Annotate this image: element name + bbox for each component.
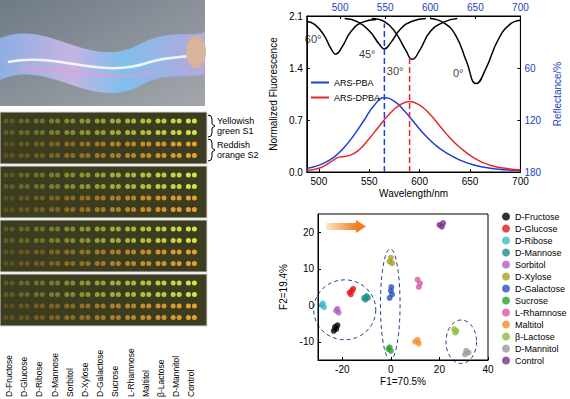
svg-text:Control: Control xyxy=(515,356,544,366)
svg-text:650: 650 xyxy=(467,2,484,13)
svg-text:Normalized Fluorescence: Normalized Fluorescence xyxy=(268,37,279,151)
svg-text:Reflectance/%: Reflectance/% xyxy=(552,62,563,127)
svg-text:650: 650 xyxy=(462,176,479,187)
svg-text:L-Rhamnose: L-Rhamnose xyxy=(515,308,567,318)
svg-text:550: 550 xyxy=(361,176,378,187)
svg-text:120: 120 xyxy=(524,115,541,126)
svg-text:180: 180 xyxy=(524,166,542,178)
svg-text:1.4: 1.4 xyxy=(289,63,303,74)
svg-text:D-Fructose: D-Fructose xyxy=(4,355,14,397)
svg-text:0°: 0° xyxy=(453,67,464,79)
svg-text:2.1: 2.1 xyxy=(289,11,303,22)
svg-text:D-Glucose: D-Glucose xyxy=(515,224,558,234)
svg-text:-20: -20 xyxy=(335,364,350,375)
svg-text:0.0: 0.0 xyxy=(289,167,303,178)
svg-text:60: 60 xyxy=(524,63,536,74)
svg-text:60°: 60° xyxy=(305,33,322,45)
svg-text:β-Lactose: β-Lactose xyxy=(515,332,555,342)
svg-text:D-Mannitol: D-Mannitol xyxy=(171,356,181,397)
svg-text:D-Mannose: D-Mannose xyxy=(515,248,562,258)
svg-text:F1=70.5%: F1=70.5% xyxy=(380,376,426,387)
svg-text:β-Lactose: β-Lactose xyxy=(156,359,166,397)
svg-text:Sorbitol: Sorbitol xyxy=(515,260,546,270)
svg-text:D-Galactose: D-Galactose xyxy=(95,349,105,397)
svg-text:Wavelength/nm: Wavelength/nm xyxy=(379,188,448,199)
svg-text:D-Mannitol: D-Mannitol xyxy=(515,344,559,354)
html-text:Reddish orange S2: Reddish orange S2 xyxy=(217,140,259,160)
svg-text:0.7: 0.7 xyxy=(289,115,303,126)
svg-text:45°: 45° xyxy=(359,48,376,60)
svg-text:D-Mannose: D-Mannose xyxy=(50,353,60,397)
svg-text:D-Fructose: D-Fructose xyxy=(515,212,560,222)
svg-text:40: 40 xyxy=(482,364,494,375)
svg-text:700: 700 xyxy=(512,2,529,13)
svg-text:D-Ribose: D-Ribose xyxy=(515,236,553,246)
svg-text:D-Xylose: D-Xylose xyxy=(515,272,552,282)
svg-text:Maltitol: Maltitol xyxy=(141,370,151,397)
html-text:Yellowish green S1: Yellowish green S1 xyxy=(217,116,255,136)
svg-text:-10: -10 xyxy=(300,336,315,347)
svg-text:0: 0 xyxy=(308,300,314,311)
svg-text:Control: Control xyxy=(186,369,196,397)
svg-text:Sucrose: Sucrose xyxy=(515,296,548,306)
svg-text:10: 10 xyxy=(303,263,315,274)
svg-text:550: 550 xyxy=(377,2,394,13)
svg-text:30°: 30° xyxy=(387,65,404,77)
svg-text:500: 500 xyxy=(332,2,349,13)
svg-text:20: 20 xyxy=(303,227,315,238)
svg-text:D-Ribose: D-Ribose xyxy=(34,361,44,397)
svg-text:F2=19.4%: F2=19.4% xyxy=(278,264,289,310)
svg-text:0: 0 xyxy=(388,364,394,375)
svg-text:L-Rhamnose: L-Rhamnose xyxy=(126,348,136,397)
svg-text:Sucrose: Sucrose xyxy=(110,366,120,397)
svg-text:D-Galactose: D-Galactose xyxy=(515,284,565,294)
svg-text:600: 600 xyxy=(411,176,428,187)
svg-text:D-Xylose: D-Xylose xyxy=(80,362,90,397)
svg-text:D-Glucose: D-Glucose xyxy=(19,357,29,397)
svg-text:700: 700 xyxy=(512,176,529,187)
svg-text:ARS-DPBA: ARS-DPBA xyxy=(334,93,380,103)
svg-text:Sorbitol: Sorbitol xyxy=(65,368,75,397)
svg-text:Maltitol: Maltitol xyxy=(515,320,544,330)
svg-text:500: 500 xyxy=(311,176,328,187)
svg-text:ARS-PBA: ARS-PBA xyxy=(334,78,374,88)
svg-text:20: 20 xyxy=(434,364,446,375)
svg-text:600: 600 xyxy=(422,2,439,13)
